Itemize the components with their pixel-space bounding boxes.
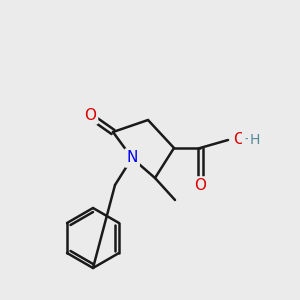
Text: N: N bbox=[126, 151, 138, 166]
Text: O: O bbox=[233, 133, 245, 148]
Text: H: H bbox=[250, 133, 260, 147]
Text: O: O bbox=[84, 107, 96, 122]
Text: -: - bbox=[244, 133, 249, 147]
Text: O: O bbox=[194, 178, 206, 194]
